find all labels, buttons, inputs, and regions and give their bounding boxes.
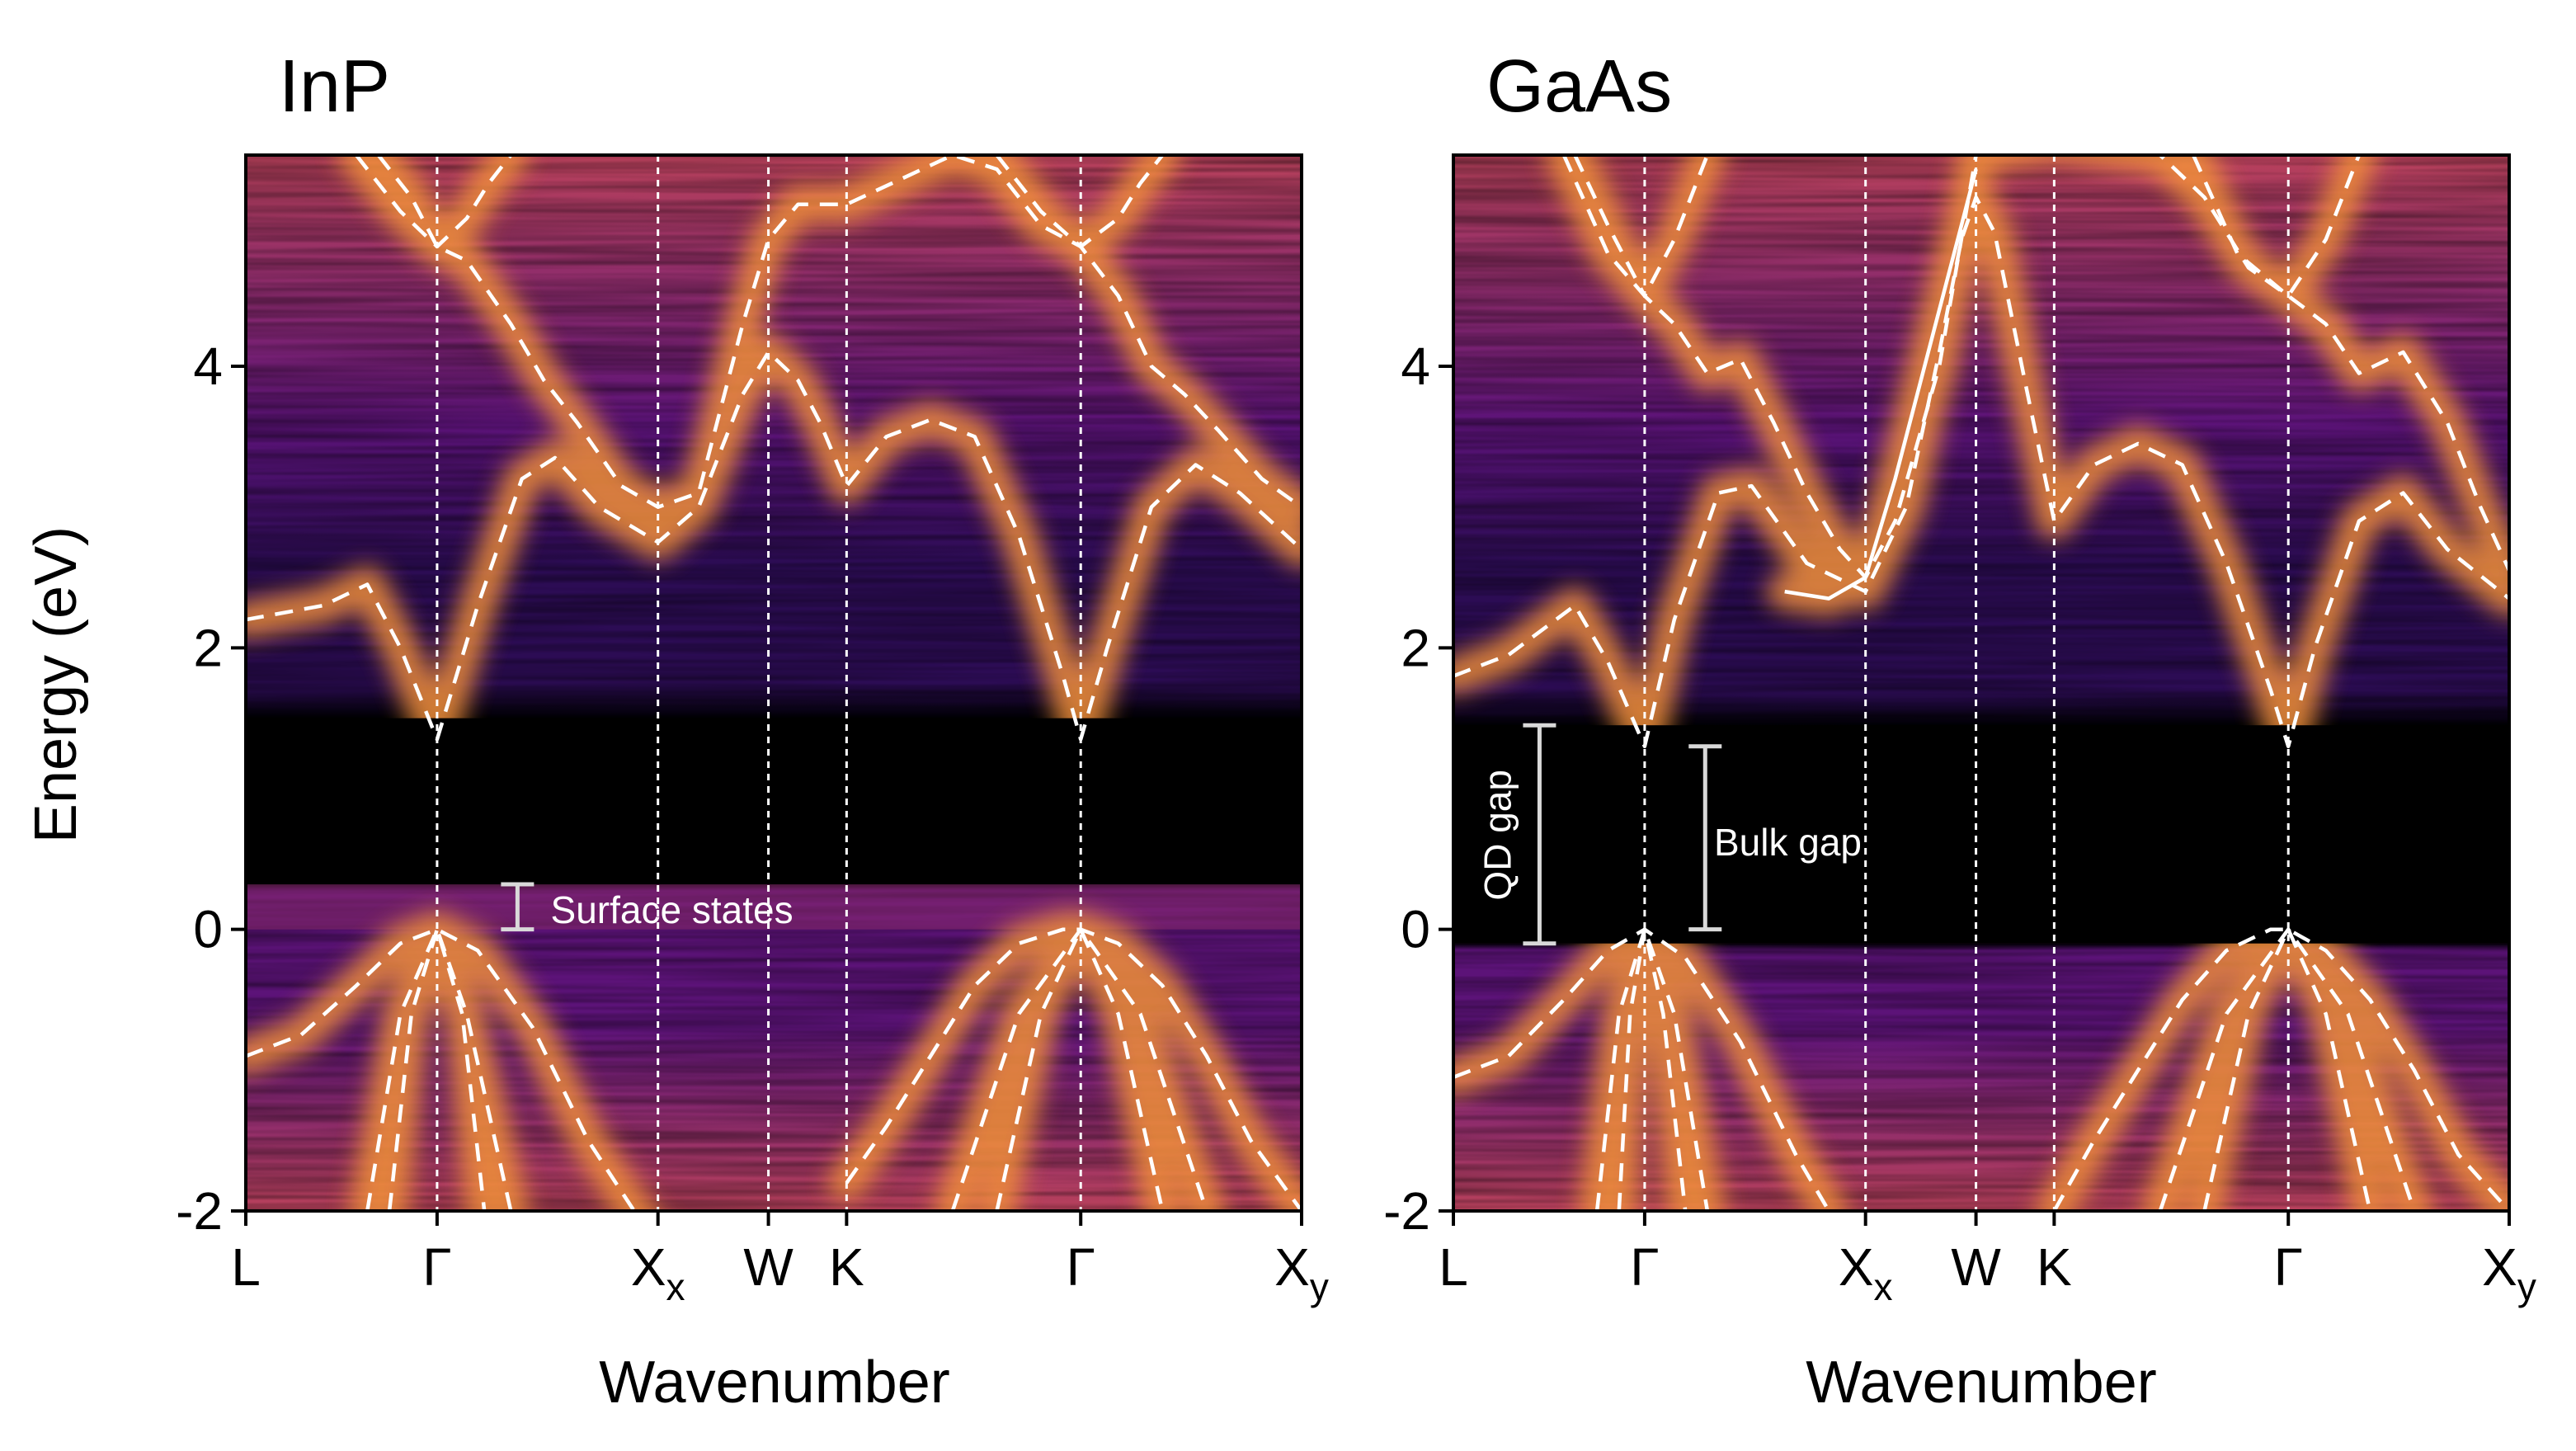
- band-line-7: [1617, 927, 1688, 1211]
- band-line-1: [376, 155, 1302, 509]
- gap-region: [1453, 725, 2509, 944]
- band-line-0: [1453, 195, 2509, 749]
- x-tick-label: Γ: [1067, 1237, 1095, 1297]
- band-line-8: [2052, 927, 2509, 1211]
- plot-frame: [244, 153, 1303, 1213]
- band-line-2: [1573, 155, 2509, 580]
- band-line-5: [365, 927, 513, 1211]
- x-tick-label: Xx: [631, 1237, 685, 1308]
- panel-title: InP: [279, 45, 390, 128]
- heatmap-area: [1453, 155, 2509, 1211]
- x-tick-label: Xy: [2482, 1237, 2536, 1308]
- x-tick-label: W: [743, 1237, 794, 1297]
- x-tick-label: Xx: [1839, 1237, 1893, 1308]
- annotation-label: QD gap: [1476, 770, 1519, 901]
- band-line-8: [950, 927, 1209, 1211]
- plot-frame: [1452, 153, 2511, 1213]
- band-line-9: [2158, 927, 2417, 1211]
- x-tick-label: Γ: [2274, 1237, 2303, 1297]
- x-tick-label: L: [231, 1237, 261, 1297]
- band-line-4: [2192, 155, 2361, 298]
- band-line-10: [2202, 927, 2372, 1211]
- band-line-3: [1561, 155, 1709, 298]
- x-axis-title-gaas: Wavenumber: [1806, 1350, 2157, 1416]
- panel-title: GaAs: [1486, 45, 1672, 128]
- y-tick-label: 2: [193, 618, 223, 677]
- y-axis-title: Energy (eV): [23, 526, 89, 843]
- y-tick-label: 0: [1401, 900, 1430, 959]
- annotation-bracket: [501, 882, 535, 932]
- annotation-label: Surface states: [551, 888, 794, 931]
- heatmap-area: [246, 155, 1302, 1211]
- y-tick-label: 2: [1401, 618, 1430, 677]
- gap-region: [246, 718, 1302, 883]
- annotation-label: Bulk gap: [1714, 821, 1862, 864]
- panel-gaas: GaAs -2 0 2 4 L Γ Xx W K Γ Xy QD gap Bulk gap: [1383, 45, 2536, 1308]
- x-tick-label: K: [2037, 1237, 2072, 1297]
- x-tick-label: K: [829, 1237, 864, 1297]
- y-tick-label: 4: [1401, 337, 1430, 396]
- band-line-6: [387, 927, 487, 1211]
- band-line-3: [995, 155, 1165, 249]
- x-axis-title-inp: Wavenumber: [599, 1350, 950, 1416]
- band-line-4: [246, 927, 637, 1211]
- x-tick-label: Γ: [1630, 1237, 1659, 1297]
- band-line-6: [1594, 927, 1710, 1211]
- y-tick-label: -2: [1383, 1181, 1430, 1241]
- panel-inp: InP -2 0 2 4 L Γ Xx W K Γ Xy Surface states: [176, 45, 1329, 1308]
- annotation-bracket: [1523, 723, 1556, 946]
- band-line-1: [1784, 168, 1978, 601]
- annotation-bracket: [1688, 744, 1722, 932]
- x-tick-label: Γ: [422, 1237, 451, 1297]
- band-line-0: [246, 350, 1302, 742]
- y-tick-label: 4: [193, 337, 223, 396]
- y-tick-label: -2: [176, 1181, 223, 1241]
- band-line-2: [355, 155, 513, 249]
- band-line-9: [995, 927, 1165, 1211]
- x-tick-label: L: [1439, 1237, 1468, 1297]
- y-tick-label: 0: [193, 900, 223, 959]
- x-tick-label: W: [1951, 1237, 2001, 1297]
- x-tick-label: Xy: [1274, 1237, 1329, 1308]
